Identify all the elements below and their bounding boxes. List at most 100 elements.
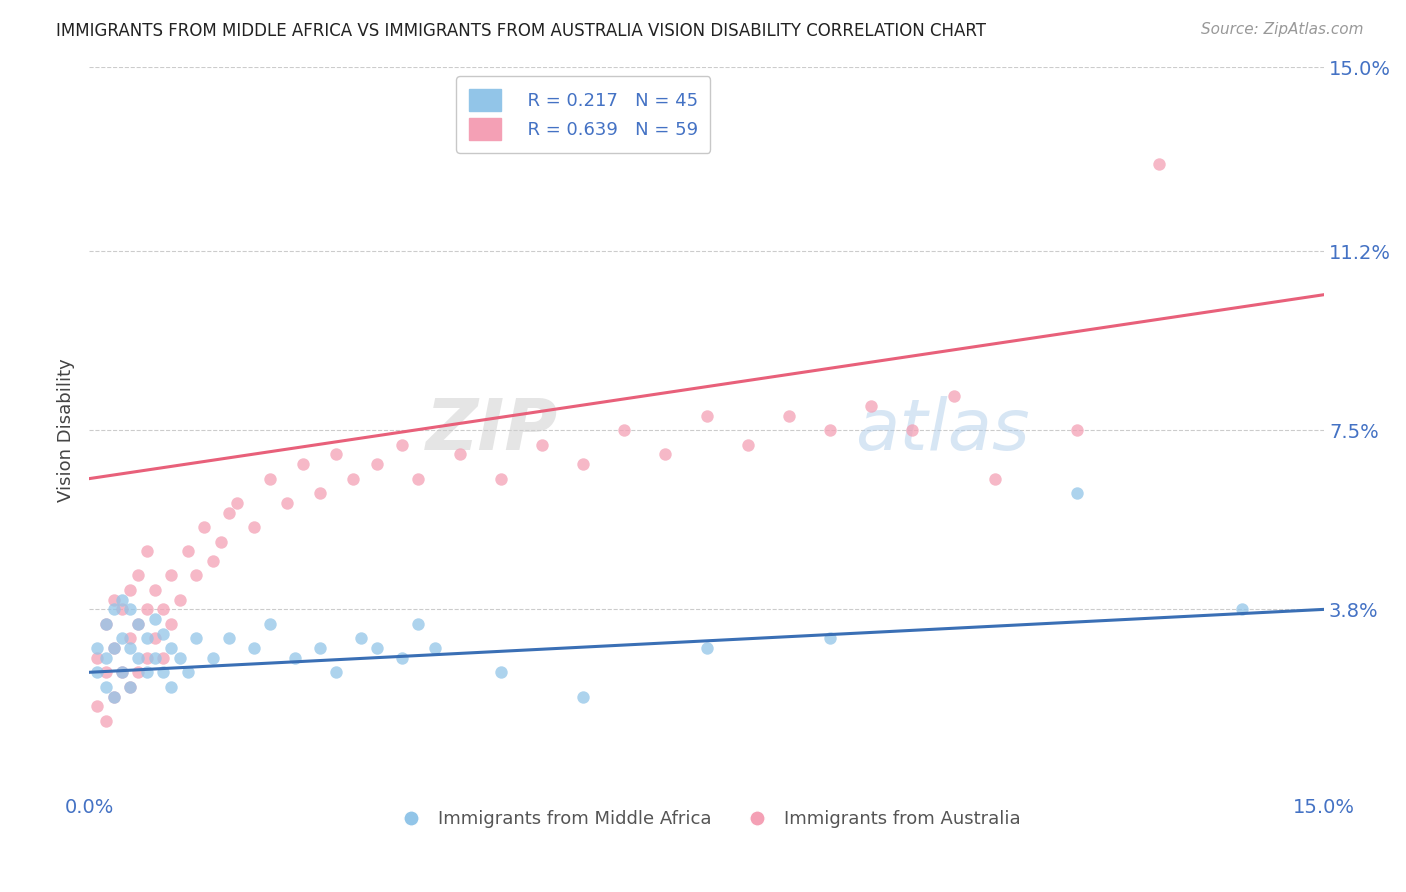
Point: [120, 582, 142, 597]
Point: [152, 602, 174, 616]
Point: [177, 544, 200, 558]
Point: [259, 616, 281, 631]
Point: [103, 602, 125, 616]
Point: [276, 496, 298, 510]
Point: [572, 690, 595, 704]
Point: [242, 520, 264, 534]
Point: [127, 650, 149, 665]
Point: [160, 680, 183, 694]
Point: [127, 665, 149, 680]
Point: [103, 690, 125, 704]
Point: [160, 616, 183, 631]
Point: [135, 632, 157, 646]
Point: [201, 554, 224, 568]
Point: [423, 641, 446, 656]
Point: [408, 472, 430, 486]
Point: [530, 438, 553, 452]
Point: [226, 496, 249, 510]
Point: [572, 457, 595, 471]
Point: [127, 616, 149, 631]
Point: [111, 665, 134, 680]
Point: [1066, 486, 1088, 500]
Point: [737, 438, 759, 452]
Point: [984, 472, 1007, 486]
Point: [86, 650, 108, 665]
Point: [86, 699, 108, 714]
Point: [901, 423, 924, 437]
Point: [152, 650, 174, 665]
Point: [160, 641, 183, 656]
Point: [778, 409, 800, 423]
Point: [308, 486, 330, 500]
Point: [308, 641, 330, 656]
Point: [169, 592, 191, 607]
Point: [449, 447, 471, 461]
Text: atlas: atlas: [855, 396, 1029, 465]
Point: [120, 632, 142, 646]
Point: [696, 641, 718, 656]
Point: [1149, 157, 1171, 171]
Point: [860, 399, 883, 413]
Point: [111, 632, 134, 646]
Point: [193, 520, 215, 534]
Point: [94, 616, 117, 631]
Legend: Immigrants from Middle Africa, Immigrants from Australia: Immigrants from Middle Africa, Immigrant…: [385, 803, 1028, 835]
Text: ZIP: ZIP: [426, 396, 558, 465]
Point: [94, 616, 117, 631]
Point: [489, 472, 512, 486]
Point: [218, 632, 240, 646]
Point: [94, 680, 117, 694]
Point: [143, 632, 166, 646]
Point: [120, 680, 142, 694]
Text: Source: ZipAtlas.com: Source: ZipAtlas.com: [1201, 22, 1364, 37]
Point: [209, 534, 232, 549]
Point: [1230, 602, 1253, 616]
Point: [135, 650, 157, 665]
Point: [120, 680, 142, 694]
Text: IMMIGRANTS FROM MIDDLE AFRICA VS IMMIGRANTS FROM AUSTRALIA VISION DISABILITY COR: IMMIGRANTS FROM MIDDLE AFRICA VS IMMIGRA…: [56, 22, 986, 40]
Point: [350, 632, 373, 646]
Point: [184, 632, 207, 646]
Point: [120, 641, 142, 656]
Point: [127, 616, 149, 631]
Point: [94, 650, 117, 665]
Point: [818, 632, 841, 646]
Point: [489, 665, 512, 680]
Point: [391, 650, 413, 665]
Point: [613, 423, 636, 437]
Point: [218, 506, 240, 520]
Point: [94, 714, 117, 728]
Point: [259, 472, 281, 486]
Point: [103, 641, 125, 656]
Point: [111, 602, 134, 616]
Y-axis label: Vision Disability: Vision Disability: [58, 359, 75, 502]
Point: [127, 568, 149, 582]
Point: [152, 626, 174, 640]
Point: [135, 665, 157, 680]
Point: [325, 447, 347, 461]
Point: [242, 641, 264, 656]
Point: [818, 423, 841, 437]
Point: [408, 616, 430, 631]
Point: [184, 568, 207, 582]
Point: [391, 438, 413, 452]
Point: [292, 457, 315, 471]
Point: [342, 472, 364, 486]
Point: [284, 650, 307, 665]
Point: [325, 665, 347, 680]
Point: [103, 592, 125, 607]
Point: [111, 665, 134, 680]
Point: [654, 447, 676, 461]
Point: [135, 602, 157, 616]
Point: [1066, 423, 1088, 437]
Point: [696, 409, 718, 423]
Point: [111, 592, 134, 607]
Point: [86, 641, 108, 656]
Point: [135, 544, 157, 558]
Point: [143, 612, 166, 626]
Point: [201, 650, 224, 665]
Point: [169, 650, 191, 665]
Point: [143, 650, 166, 665]
Point: [152, 665, 174, 680]
Point: [143, 582, 166, 597]
